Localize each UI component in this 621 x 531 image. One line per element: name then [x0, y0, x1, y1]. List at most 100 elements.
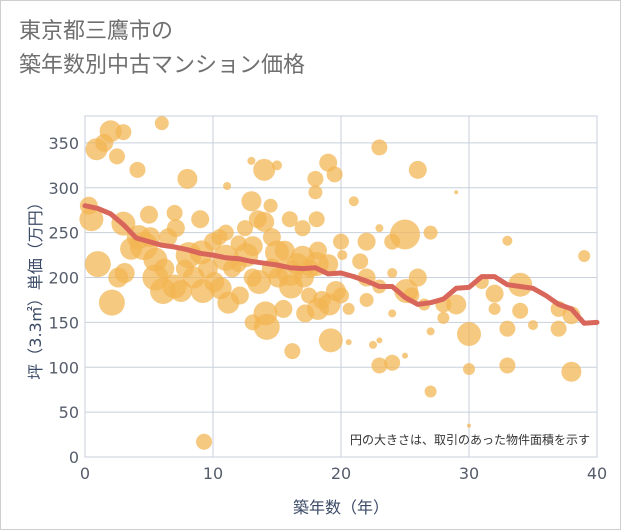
y-axis-ticks: 0 50 100 150 200 250 300 350: [48, 134, 79, 467]
data-bubble: [371, 139, 388, 156]
data-bubble: [352, 253, 369, 270]
data-bubble: [308, 211, 325, 228]
data-bubble: [247, 270, 272, 295]
data-bubble: [281, 211, 298, 228]
data-bubble: [467, 423, 471, 428]
x-axis-title: 築年数（年）: [293, 498, 389, 517]
data-bubble: [359, 292, 374, 307]
data-bubble: [254, 211, 275, 232]
data-bubble: [191, 210, 210, 229]
data-bubble: [463, 363, 475, 376]
data-bubble: [357, 232, 376, 251]
data-bubble: [247, 156, 256, 165]
data-bubble: [426, 327, 435, 336]
y-tick-label: 200: [48, 269, 79, 288]
data-bubble: [345, 339, 352, 346]
data-bubble: [578, 249, 591, 262]
data-bubble: [242, 236, 263, 257]
data-bubble: [253, 313, 280, 340]
data-bubble: [408, 268, 427, 287]
data-bubble: [333, 233, 349, 250]
bubble-size-note: 円の大きさは、取引のあった物件面積を示す: [350, 432, 590, 447]
bubble-layer: [79, 116, 591, 450]
data-bubble: [485, 284, 504, 303]
data-bubble: [369, 340, 377, 349]
data-bubble: [402, 352, 408, 359]
data-bubble: [423, 225, 438, 240]
data-bubble: [388, 309, 397, 318]
data-bubble: [502, 235, 513, 246]
data-bubble: [408, 160, 427, 179]
data-bubble: [333, 287, 349, 304]
data-bubble: [499, 320, 516, 337]
x-tick-label: 0: [80, 464, 90, 483]
chart-title-line2: 築年数別中古マンション価格: [19, 53, 306, 78]
y-axis-title: 坪（3.3㎡）単価（万円）: [26, 194, 45, 379]
data-bubble: [154, 258, 175, 279]
data-bubble: [98, 289, 125, 316]
data-bubble: [512, 302, 529, 319]
data-bubble: [387, 268, 398, 279]
y-tick-label: 300: [48, 179, 79, 198]
data-bubble: [223, 181, 232, 190]
data-bubble: [308, 185, 323, 200]
data-bubble: [499, 357, 516, 374]
data-bubble: [237, 220, 253, 237]
data-bubble: [550, 320, 567, 337]
y-tick-label: 250: [48, 224, 79, 243]
data-bubble: [454, 190, 459, 195]
data-bubble: [376, 337, 383, 344]
data-bubble: [79, 207, 104, 232]
data-bubble: [437, 311, 450, 324]
y-tick-label: 350: [48, 134, 79, 153]
trend-line: [82, 203, 600, 326]
data-bubble: [140, 205, 158, 224]
data-bubble: [424, 385, 437, 398]
data-bubble: [390, 219, 420, 250]
data-bubble: [263, 198, 278, 213]
data-bubble: [241, 191, 262, 212]
x-tick-label: 30: [459, 464, 479, 483]
y-tick-label: 100: [48, 358, 79, 377]
y-tick-label: 50: [59, 403, 79, 422]
x-tick-label: 20: [331, 464, 351, 483]
x-tick-label: 40: [587, 464, 607, 483]
data-bubble: [129, 161, 146, 178]
data-bubble: [375, 224, 384, 233]
trend-layer: [82, 203, 600, 326]
data-bubble: [99, 120, 122, 143]
data-bubble: [274, 240, 295, 261]
data-bubble: [166, 204, 183, 221]
chart-title: 東京都三鷹市の 築年数別中古マンション価格: [19, 15, 305, 83]
data-bubble: [457, 322, 481, 347]
data-bubble: [253, 158, 276, 181]
data-bubble: [307, 170, 324, 187]
data-bubble: [528, 320, 538, 331]
y-tick-label: 150: [48, 313, 79, 332]
data-bubble: [446, 294, 467, 315]
data-bubble: [348, 196, 359, 207]
data-bubble: [337, 250, 348, 261]
data-bubble: [230, 286, 249, 305]
data-bubble: [371, 357, 388, 374]
chart-title-line1: 東京都三鷹市の: [19, 19, 174, 44]
data-bubble: [488, 302, 501, 315]
data-bubble: [154, 116, 169, 131]
data-bubble: [109, 148, 125, 165]
y-tick-label: 0: [69, 448, 79, 467]
data-bubble: [294, 220, 311, 237]
data-bubble: [272, 160, 282, 171]
data-bubble: [114, 263, 135, 284]
data-bubble: [177, 168, 198, 189]
data-bubble: [318, 328, 343, 353]
x-axis-ticks: 0 10 20 30 40: [80, 464, 607, 483]
data-bubble: [166, 219, 185, 238]
data-bubble: [326, 166, 343, 183]
data-bubble: [284, 343, 301, 360]
data-bubble: [84, 251, 111, 278]
data-bubble: [196, 433, 213, 450]
data-bubble: [274, 299, 293, 318]
data-bubble: [217, 224, 234, 241]
